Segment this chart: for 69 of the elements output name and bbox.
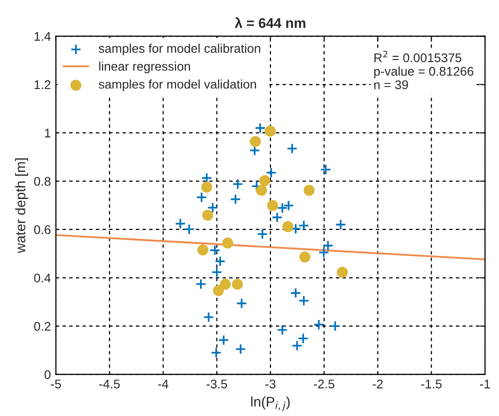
point <box>201 182 212 193</box>
point <box>222 237 234 248</box>
point <box>197 244 208 256</box>
x-axis-title: ln(P$_{i,j}$) <box>251 396 290 411</box>
y-tick-label: 0.8 <box>34 176 50 186</box>
x-tick-label: -4 <box>158 380 168 388</box>
point <box>212 285 224 296</box>
point <box>196 192 208 203</box>
point <box>330 320 341 332</box>
point <box>256 184 267 196</box>
y-tick-label: 1.2 <box>34 80 50 90</box>
point <box>232 178 244 190</box>
point <box>195 278 206 290</box>
legend-label: linear regression <box>99 62 190 74</box>
point <box>207 202 218 214</box>
point <box>276 324 288 336</box>
point <box>220 278 231 290</box>
point <box>230 194 241 205</box>
point <box>304 184 315 196</box>
point <box>210 347 222 358</box>
point <box>174 218 186 230</box>
annotation: R$^{2}$ = 0.0015375 p-value = 0.81266 n = 39 <box>374 50 474 90</box>
point <box>214 256 226 267</box>
point <box>184 224 195 235</box>
point <box>272 212 283 223</box>
point <box>264 126 276 137</box>
y-tick-label: 0.4 <box>34 274 51 282</box>
point <box>254 122 266 134</box>
point <box>335 219 346 230</box>
point <box>203 312 214 323</box>
point <box>232 278 243 290</box>
point <box>320 164 332 176</box>
chart-title: λ = 644 nm <box>234 17 306 28</box>
y-tick-label: 0.2 <box>34 322 50 331</box>
x-tick-label: -4.5 <box>99 380 120 388</box>
point <box>259 175 270 186</box>
point <box>290 287 302 298</box>
point <box>266 167 277 178</box>
y-axis-title: water depth [m] <box>15 158 28 254</box>
point <box>236 298 248 309</box>
x-tick-label: -3.5 <box>206 380 228 388</box>
point <box>202 210 214 221</box>
x-tick-label: -5 <box>50 380 61 388</box>
point <box>201 172 212 184</box>
point <box>336 266 348 278</box>
point <box>299 252 310 262</box>
point <box>282 221 294 232</box>
x-tick-label: -2.5 <box>314 380 334 388</box>
point <box>235 344 246 355</box>
point <box>298 220 310 232</box>
point <box>286 143 298 154</box>
point <box>267 200 278 212</box>
point <box>250 136 261 148</box>
x-tick-label: -2 <box>372 380 383 388</box>
y-tick-label: 1.4 <box>34 32 51 41</box>
y-tick-label: 1 <box>45 128 50 138</box>
x-tick-label: -1.5 <box>421 380 442 388</box>
legend-label: samples for model calibration <box>98 44 260 56</box>
y-tick-label: 0 <box>44 370 51 380</box>
y-tick-label: 0.6 <box>34 225 50 234</box>
point <box>313 319 324 330</box>
legend-label: samples for model validation <box>98 79 256 92</box>
point <box>218 334 230 346</box>
point <box>256 228 268 240</box>
point <box>211 266 222 278</box>
x-tick-label: -1 <box>480 380 490 388</box>
point <box>209 244 220 256</box>
x-tick-label: -3 <box>265 380 276 388</box>
point <box>298 295 310 306</box>
